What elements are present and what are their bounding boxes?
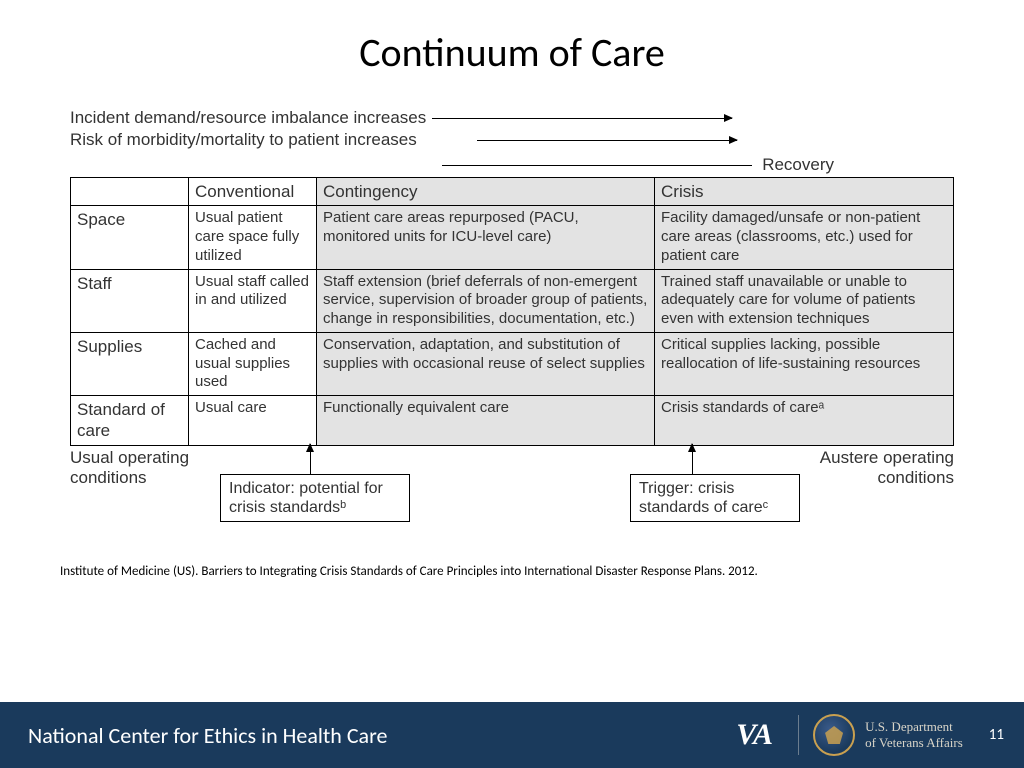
cell: Critical supplies lacking, possible real… bbox=[655, 332, 954, 395]
row-label: Supplies bbox=[71, 332, 189, 395]
trigger-arrow bbox=[692, 444, 693, 474]
dept-line1: U.S. Department bbox=[865, 719, 963, 735]
indicator-callout: Indicator: potential for crisis standard… bbox=[220, 474, 410, 522]
cell: Usual care bbox=[189, 396, 317, 446]
indicator-arrow bbox=[310, 444, 311, 474]
cell: Usual staff called in and utilized bbox=[189, 269, 317, 332]
cell: Conservation, adaptation, and substituti… bbox=[317, 332, 655, 395]
cell: Functionally equivalent care bbox=[317, 396, 655, 446]
slide-footer: National Center for Ethics in Health Car… bbox=[0, 702, 1024, 768]
table-row: Standard of care Usual care Functionally… bbox=[71, 396, 954, 446]
va-seal-icon bbox=[813, 714, 855, 756]
usual-conditions-text: Usual operatingconditions bbox=[70, 448, 189, 487]
recovery-label: Recovery bbox=[762, 155, 834, 175]
row-label: Staff bbox=[71, 269, 189, 332]
row-label: Space bbox=[71, 206, 189, 269]
cell: Patient care areas repurposed (PACU, mon… bbox=[317, 206, 655, 269]
top-arrows: Incident demand/resource imbalance incre… bbox=[70, 107, 954, 151]
cell: Facility damaged/unsafe or non-patient c… bbox=[655, 206, 954, 269]
arrow-right-1 bbox=[432, 118, 732, 119]
arrow-label-1: Incident demand/resource imbalance incre… bbox=[70, 107, 426, 129]
austere-conditions-label: Austere operatingconditions bbox=[820, 448, 954, 489]
diagram-area: Incident demand/resource imbalance incre… bbox=[0, 87, 1024, 556]
slide-title: Continuum of Care bbox=[0, 0, 1024, 87]
arrow-right-2 bbox=[477, 140, 737, 141]
usual-conditions-label: Usual operatingconditions bbox=[70, 448, 189, 489]
header-crisis: Crisis bbox=[655, 178, 954, 206]
below-table-area: Usual operatingconditions Austere operat… bbox=[70, 446, 954, 556]
row-label: Standard of care bbox=[71, 396, 189, 446]
table-row: Supplies Cached and usual supplies used … bbox=[71, 332, 954, 395]
trigger-text: Trigger: crisis standards of careᶜ bbox=[639, 480, 768, 516]
dept-text: U.S. Department of Veterans Affairs bbox=[865, 719, 963, 750]
page-number: 11 bbox=[989, 726, 1004, 744]
table-row: Staff Usual staff called in and utilized… bbox=[71, 269, 954, 332]
cell: Usual patient care space fully utilized bbox=[189, 206, 317, 269]
dept-line2: of Veterans Affairs bbox=[865, 735, 963, 751]
citation-text: Institute of Medicine (US). Barriers to … bbox=[0, 556, 1024, 579]
recovery-arrow-row: Recovery bbox=[70, 153, 954, 177]
cell: Staff extension (brief deferrals of non-… bbox=[317, 269, 655, 332]
header-conventional: Conventional bbox=[189, 178, 317, 206]
cell: Crisis standards of careᵃ bbox=[655, 396, 954, 446]
va-logo: VA bbox=[736, 718, 772, 752]
care-table: Conventional Contingency Crisis Space Us… bbox=[70, 177, 954, 446]
trigger-callout: Trigger: crisis standards of careᶜ bbox=[630, 474, 800, 522]
table-row: Space Usual patient care space fully uti… bbox=[71, 206, 954, 269]
austere-conditions-text: Austere operatingconditions bbox=[820, 448, 954, 487]
arrow-label-2: Risk of morbidity/mortality to patient i… bbox=[70, 129, 417, 151]
header-blank bbox=[71, 178, 189, 206]
header-contingency: Contingency bbox=[317, 178, 655, 206]
arrow-left-recovery bbox=[442, 165, 752, 166]
indicator-text: Indicator: potential for crisis standard… bbox=[229, 480, 383, 516]
cell: Trained staff unavailable or unable to a… bbox=[655, 269, 954, 332]
cell: Cached and usual supplies used bbox=[189, 332, 317, 395]
footer-center-title: National Center for Ethics in Health Car… bbox=[28, 722, 736, 749]
footer-divider bbox=[798, 715, 799, 755]
